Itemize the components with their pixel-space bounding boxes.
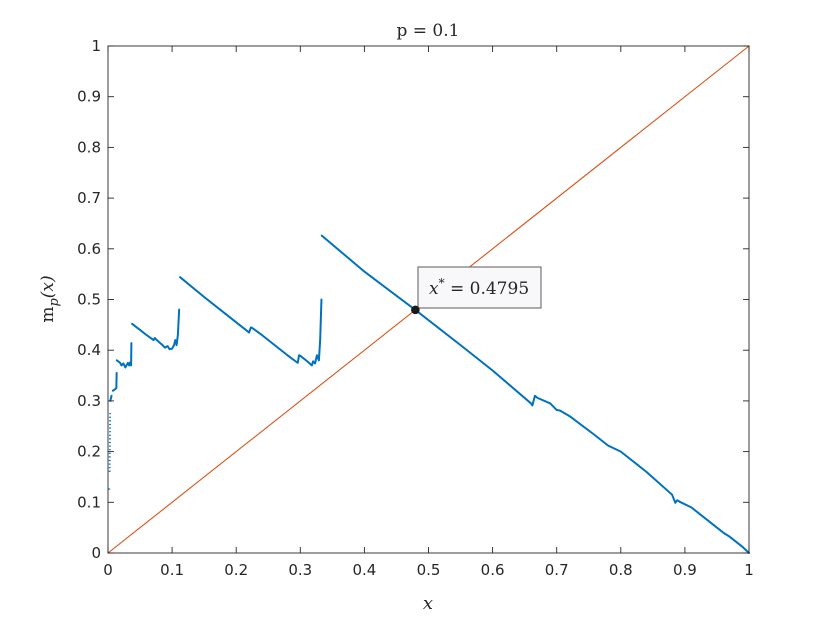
y-tick-label: 0.7	[77, 189, 101, 207]
x-axis-label: x	[423, 593, 433, 614]
x-tick-label: 0	[103, 561, 113, 579]
y-axis-label-base: m	[38, 307, 58, 323]
x-tick-label: 0.2	[224, 561, 248, 579]
x-tick-label: 0.9	[673, 561, 697, 579]
y-tick-label: 0.3	[77, 392, 101, 410]
datatip-variable: x	[429, 279, 439, 299]
datatip-value: = 0.4795	[445, 279, 530, 299]
datatip[interactable]: x* = 0.4795	[411, 267, 541, 314]
datatip-label: x* = 0.4795	[429, 276, 529, 299]
map-curve-segment	[110, 396, 111, 401]
x-tick-label: 0.8	[609, 561, 633, 579]
x-tick-label: 0.3	[288, 561, 312, 579]
x-tick-label: 0.1	[160, 561, 184, 579]
y-tick-label: 0.8	[77, 138, 101, 156]
x-tick-label: 0.5	[417, 561, 441, 579]
y-tick-label: 0.6	[77, 240, 101, 258]
x-tick-label: 1	[744, 561, 754, 579]
y-tick-label: 0.1	[77, 493, 101, 511]
fixed-point-marker[interactable]	[411, 306, 419, 314]
y-axis-label-argument: (x)	[38, 275, 58, 298]
y-axis-label: mp(x)	[38, 275, 62, 322]
y-tick-label: 0.5	[77, 291, 101, 309]
x-tick-label: 0.4	[352, 561, 376, 579]
x-tick-label: 0.6	[481, 561, 505, 579]
x-tick-label: 0.7	[545, 561, 569, 579]
y-tick-label: 1	[91, 37, 101, 55]
y-tick-label: 0.4	[77, 341, 101, 359]
y-tick-label: 0.9	[77, 88, 101, 106]
chart-title: p = 0.1	[397, 21, 460, 41]
y-tick-label: 0	[91, 544, 101, 562]
y-tick-label: 0.2	[77, 443, 101, 461]
